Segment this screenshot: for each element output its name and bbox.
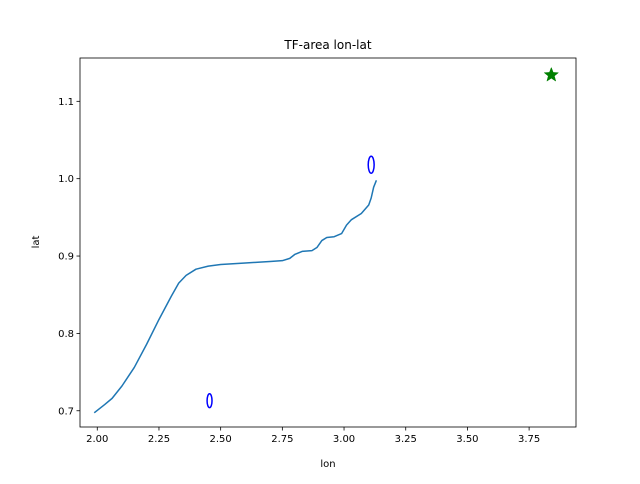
ellipse-marker-1 bbox=[206, 392, 213, 409]
y-axis-label: lat bbox=[31, 236, 42, 249]
x-tick-label: 3.50 bbox=[456, 434, 478, 445]
series-line-0 bbox=[93, 180, 378, 414]
x-tick-label: 3.00 bbox=[333, 434, 355, 445]
x-tick-label: 3.75 bbox=[518, 434, 540, 445]
x-tick-label: 3.25 bbox=[395, 434, 417, 445]
y-tick-label: 0.9 bbox=[58, 252, 74, 263]
x-tick-label: 2.75 bbox=[271, 434, 293, 445]
x-tick-label: 2.00 bbox=[86, 434, 108, 445]
y-tick-label: 0.7 bbox=[58, 406, 74, 417]
x-tick-label: 2.50 bbox=[210, 434, 232, 445]
chart-title: TF-area lon-lat bbox=[283, 38, 371, 52]
y-tick-label: 0.8 bbox=[58, 329, 74, 340]
x-axis-label: lon bbox=[320, 459, 335, 470]
plot-frame bbox=[79, 57, 577, 428]
star-marker bbox=[543, 66, 560, 82]
y-tick-label: 1.0 bbox=[58, 174, 74, 185]
ticks-layer: 2.00 2.25 2.50 2.75 3.00 3.25 3.50 3.75 0.7 0.8 0.… bbox=[58, 97, 540, 445]
plot-background bbox=[80, 58, 576, 427]
ellipse-marker-0 bbox=[367, 155, 375, 175]
marks-layer bbox=[93, 66, 560, 414]
x-tick-label: 2.25 bbox=[148, 434, 170, 445]
y-tick-label: 1.1 bbox=[58, 97, 74, 108]
